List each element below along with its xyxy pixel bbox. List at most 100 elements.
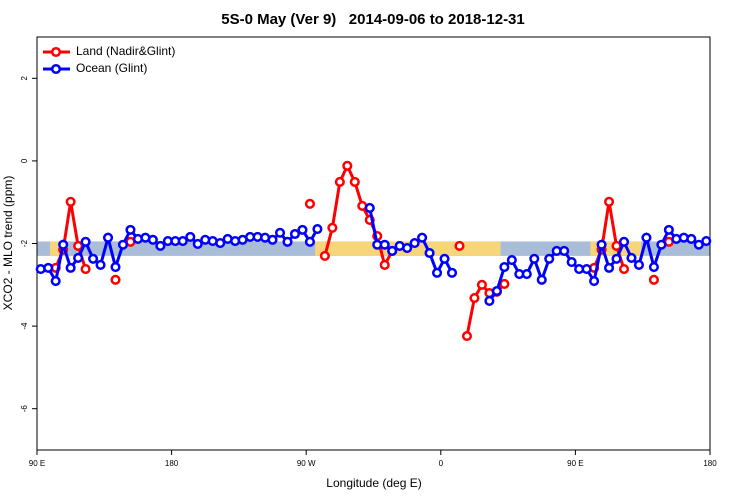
data-point <box>626 252 637 264</box>
data-point <box>417 232 428 243</box>
data-point <box>439 253 450 264</box>
data-point <box>155 240 166 252</box>
data-point <box>499 261 510 273</box>
data-point <box>342 160 353 171</box>
data-point <box>379 239 390 250</box>
data-point <box>215 238 226 249</box>
legend-label: Land (Nadir&Glint) <box>76 44 175 58</box>
data-point <box>604 262 615 273</box>
series-line <box>323 162 394 270</box>
y-tick-label: 2 <box>20 76 29 81</box>
data-point <box>432 267 443 278</box>
data-point <box>618 264 630 275</box>
data-point <box>95 259 106 271</box>
data-point <box>402 242 413 254</box>
data-point <box>125 224 136 235</box>
legend-marker <box>50 63 62 75</box>
y-tick-label: -4 <box>20 322 29 330</box>
data-point <box>536 274 547 285</box>
data-point <box>641 232 652 243</box>
legend-marker <box>50 46 62 58</box>
data-point <box>80 236 91 247</box>
data-point <box>566 257 577 268</box>
data-point <box>476 279 487 290</box>
data-point <box>693 239 704 250</box>
y-tick-label: 0 <box>20 158 29 163</box>
data-point <box>73 252 84 264</box>
data-point <box>454 240 465 252</box>
chart-title: 5S-0 May (Ver 9) 2014-09-06 to 2018-12-3… <box>221 11 525 28</box>
data-point <box>312 223 323 235</box>
data-point <box>349 176 360 188</box>
x-axis-label: Longitude (deg E) <box>326 476 421 490</box>
data-point <box>102 232 114 243</box>
data-point <box>73 240 84 252</box>
data-point <box>110 274 121 285</box>
data-point <box>304 236 315 247</box>
data-point <box>648 274 659 285</box>
data-point <box>499 278 510 290</box>
data-point <box>663 224 674 235</box>
data-point <box>484 295 495 306</box>
y-tick-label: -6 <box>20 405 29 413</box>
data-point <box>387 245 398 256</box>
legend-label: Ocean (Glint) <box>76 61 147 75</box>
data-point <box>88 253 99 264</box>
data-point <box>618 236 630 247</box>
data-point <box>304 198 315 209</box>
data-point <box>701 235 712 247</box>
data-point <box>58 239 69 250</box>
data-point <box>379 259 390 271</box>
data-point <box>297 224 308 235</box>
data-point <box>282 236 293 247</box>
data-point <box>529 253 540 264</box>
data-point <box>117 239 129 250</box>
data-point <box>424 247 435 259</box>
x-tick-label: 180 <box>703 459 717 468</box>
data-point <box>461 330 473 342</box>
legend-box <box>38 38 182 80</box>
data-point <box>334 176 345 188</box>
x-tick-label: 90 E <box>567 459 583 468</box>
data-point <box>192 238 203 249</box>
data-point <box>596 239 607 250</box>
data-point <box>686 233 697 245</box>
data-point <box>274 227 286 238</box>
x-tick-label: 90 W <box>297 459 316 468</box>
data-point <box>506 254 517 266</box>
plot-area: 90 E 180 90 W 0 90 E 180 -6 -4 -2 0 2 Land (Nadir&G… <box>20 36 717 468</box>
data-point <box>80 264 91 275</box>
data-point <box>364 202 375 214</box>
data-point <box>319 250 330 261</box>
data-point <box>611 240 622 252</box>
data-point <box>446 267 458 278</box>
data-point <box>581 264 592 275</box>
data-point <box>559 245 570 256</box>
data-point <box>50 276 61 287</box>
data-point <box>469 292 480 304</box>
data-point <box>177 235 188 247</box>
data-point <box>65 262 76 273</box>
x-tick-label: 0 <box>439 459 444 468</box>
data-point <box>289 228 301 240</box>
data-point <box>648 261 659 273</box>
y-tick-label: -2 <box>20 239 29 247</box>
data-point <box>110 261 121 273</box>
data-point <box>267 234 278 245</box>
data-point <box>43 262 54 273</box>
y-axis-label: XCO2 - MLO trend (ppm) <box>1 176 15 311</box>
data-point <box>491 285 502 297</box>
data-point <box>185 231 196 242</box>
x-tick-label: 180 <box>165 459 179 468</box>
data-point <box>327 222 338 233</box>
data-point <box>633 259 645 271</box>
data-point <box>656 239 667 250</box>
data-point <box>604 196 615 207</box>
data-point <box>409 238 420 249</box>
data-point <box>147 234 158 245</box>
data-point <box>611 253 622 264</box>
highlight-range <box>50 241 61 256</box>
data-point <box>65 196 76 207</box>
data-point <box>544 253 555 264</box>
